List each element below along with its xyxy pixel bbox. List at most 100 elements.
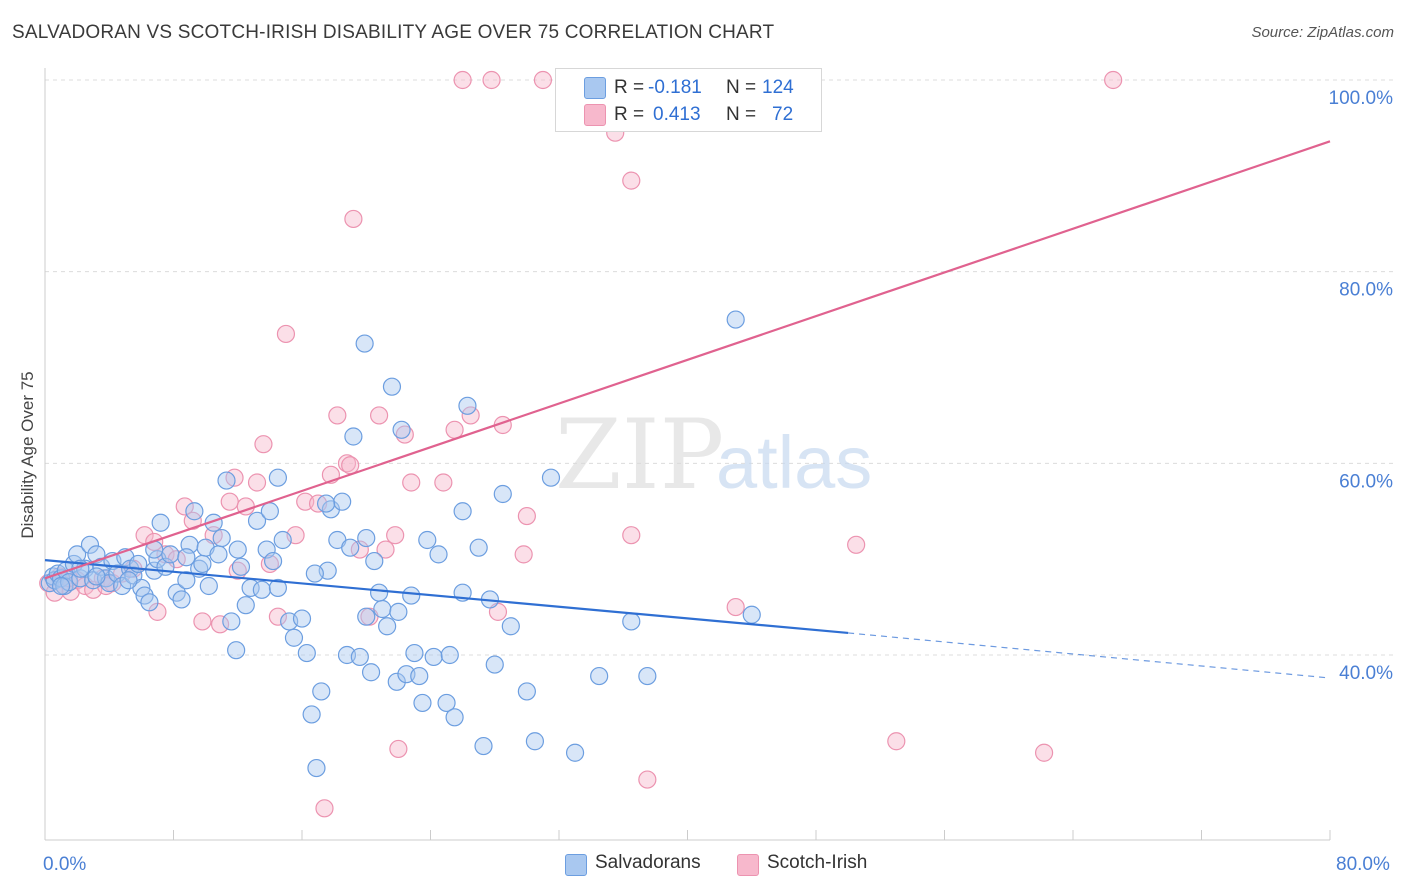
salvadoran-point: [231, 557, 251, 576]
y-tick-labels: 40.0% 60.0% 80.0% 100.0%: [1329, 88, 1394, 684]
salvadoran-point: [222, 612, 241, 631]
salvadoran-point: [458, 396, 477, 415]
legend-r-value: 0.413: [653, 104, 701, 125]
axes: [44, 68, 1331, 841]
salvadoran-point: [350, 647, 369, 667]
salvadoran-point: [382, 377, 402, 396]
scotch-irish-point: [328, 406, 347, 425]
legend-row-salvadoran: R = -0.181 N = 124: [556, 75, 821, 101]
scotch-irish-point: [341, 456, 360, 475]
salvadoran-point: [273, 530, 292, 550]
watermark-atlas: atlas: [716, 421, 872, 504]
salvadoran-point: [193, 554, 212, 574]
bottom-swatch-scotch-irish: [737, 854, 759, 876]
salvadoran-point: [227, 641, 246, 660]
salvadoran-point: [410, 666, 429, 686]
legend-row-scotch-irish: R = 0.413 N = 72: [556, 102, 821, 128]
salvadoran-point: [302, 705, 321, 724]
salvadoran-point: [263, 551, 283, 571]
legend-swatch-scotch-irish: [584, 104, 606, 126]
scotch-irish-point: [389, 739, 408, 759]
salvadoran-point: [217, 471, 236, 490]
scotch-irish-point: [395, 425, 414, 444]
source-label: Source: ZipAtlas.com: [1251, 24, 1394, 41]
salvadoran-point: [440, 645, 459, 665]
salvadoran-point: [312, 682, 331, 701]
salvadoran-point: [590, 666, 609, 686]
scotch-irish-point: [517, 506, 536, 526]
y-tick-label: 60.0%: [1339, 471, 1393, 492]
salvadoran-point: [119, 571, 138, 590]
salvadoran-point: [445, 708, 464, 727]
salvadoran-point: [405, 643, 424, 663]
salvadoran-point: [469, 538, 488, 557]
salvadoran-point: [541, 468, 561, 487]
salvadoran-point: [212, 528, 231, 548]
scotch-irish-point: [622, 171, 641, 190]
salvadoran-point: [344, 427, 363, 446]
salvadoran-point: [268, 468, 288, 487]
watermark: ZIP atlas: [555, 399, 872, 511]
scotch-irish-point: [220, 492, 239, 511]
watermark-zip: ZIP: [555, 399, 724, 511]
salvadoran-point: [177, 548, 196, 567]
salvadoran-point: [501, 617, 520, 636]
salvadoran-point: [418, 530, 437, 550]
legend-n-label: N =: [726, 104, 757, 125]
salvadoran-point: [392, 420, 411, 439]
correlation-legend: R = -0.181 N = 124 R = 0.413 N = 72: [555, 68, 822, 132]
salvadoran-point: [185, 502, 204, 521]
salvadoran-point: [161, 545, 180, 564]
salvadoran-point: [638, 666, 657, 686]
x-tick-label-max: 80.0%: [1336, 854, 1390, 875]
salvadoran-point: [437, 693, 456, 713]
salvadoran-point: [742, 605, 761, 624]
scotch-irish-point: [461, 406, 480, 425]
salvadoran-point: [622, 612, 641, 631]
salvadoran-point: [151, 513, 170, 532]
scotch-irish-point: [210, 615, 230, 634]
salvadoran-point: [474, 736, 493, 756]
scotch-irish-point: [276, 324, 296, 344]
salvadoran-point: [389, 602, 408, 621]
salvadoran-point: [485, 655, 504, 674]
salvadoran-point: [357, 528, 376, 548]
bottom-legend-scotch-irish-label: Scotch-Irish: [767, 852, 868, 873]
scotch-irish-point: [344, 209, 363, 229]
scotch-irish-point: [376, 540, 395, 559]
scotch-irish-point: [370, 406, 389, 425]
scotch-irish-point: [254, 435, 273, 454]
bottom-legend-salvadoran-label: Salvadorans: [595, 852, 701, 873]
y-tick-label: 100.0%: [1329, 88, 1394, 109]
salvadoran-point: [357, 607, 376, 626]
scotch-irish-point: [1034, 743, 1054, 762]
salvadoran-point: [341, 538, 360, 557]
salvadoran-point: [199, 576, 218, 596]
salvadoran-point: [413, 693, 432, 713]
scotch-irish-point: [247, 473, 267, 492]
salvadoran-point: [284, 628, 304, 647]
salvadoran-point: [51, 576, 71, 596]
scotch-irish-point: [514, 545, 533, 564]
y-axis-title: Disability Age Over 75: [18, 371, 37, 538]
salvadoran-point: [268, 578, 288, 598]
salvadoran-point: [361, 663, 381, 682]
salvadoran-point: [257, 540, 276, 559]
scotch-irish-point: [315, 799, 334, 818]
scotch-irish-point: [453, 70, 472, 90]
salvadoran-point: [260, 502, 279, 521]
salvadoran-point: [228, 540, 247, 559]
salvadoran-point: [209, 545, 228, 564]
legend-swatch-salvadoran: [584, 77, 606, 99]
y-tick-label: 80.0%: [1339, 280, 1393, 301]
salvadoran-point: [453, 502, 472, 521]
scotch-irish-point: [622, 526, 641, 545]
scotch-irish-point: [1104, 70, 1123, 90]
salvadoran-point: [565, 743, 585, 762]
salvadoran-point: [87, 567, 106, 586]
trend-lines: [44, 140, 1331, 679]
salvadoran-trend-extension: [848, 632, 1331, 679]
legend-n-value: 124: [762, 77, 794, 98]
salvadoran-point: [493, 484, 512, 504]
